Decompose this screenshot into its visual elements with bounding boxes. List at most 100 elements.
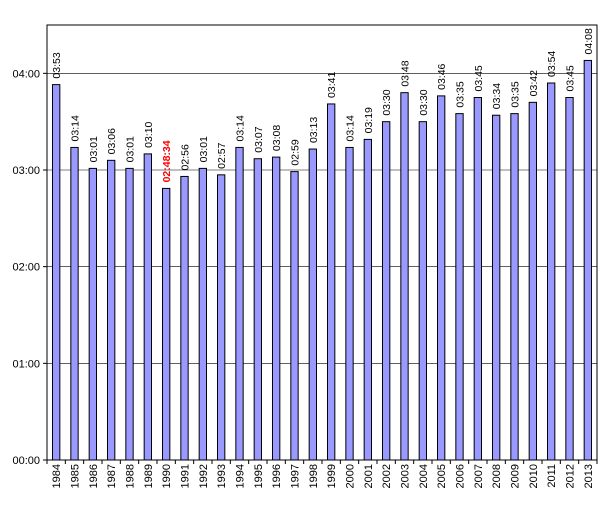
data-label-2008: 03:34 (491, 83, 503, 109)
axes (43, 24, 598, 464)
bar-2001 (363, 138, 372, 461)
data-label-1990: 02:48:34 (161, 140, 173, 182)
x-tick-label-2009: 2009 (510, 464, 522, 488)
x-tick-label-1985: 1985 (70, 464, 82, 488)
data-label-2003: 03:48 (400, 60, 412, 86)
x-tick-label-2001: 2001 (363, 464, 375, 488)
data-label-1996: 03:08 (271, 125, 283, 151)
bar-1996 (272, 156, 281, 461)
data-label-2012: 03:45 (565, 65, 577, 91)
x-tick-label-1998: 1998 (308, 464, 320, 488)
bar-1992 (198, 167, 208, 461)
x-tick-label-1989: 1989 (143, 464, 155, 488)
data-label-1995: 03:07 (253, 126, 265, 152)
x-tick-label-1987: 1987 (106, 464, 118, 488)
data-labels: 03:53 03:14 03:01 03:06 03:01 03:10 02:48:34 02… (51, 28, 595, 182)
data-label-1998: 03:13 (308, 117, 320, 143)
x-tick-label-2003: 2003 (400, 464, 412, 488)
bar-2011 (547, 82, 556, 461)
y-tick-labels: 00:00 01:00 02:00 03:00 04:00 (12, 68, 40, 467)
data-label-1989: 03:10 (143, 121, 155, 147)
data-label-2001: 03:19 (363, 107, 375, 133)
data-label-1986: 03:01 (88, 136, 100, 162)
bar-2007 (473, 97, 482, 461)
x-tick-label-2011: 2011 (546, 464, 558, 488)
data-label-1993: 02:57 (216, 142, 228, 168)
data-label-2004: 03:30 (418, 89, 430, 115)
x-tick-label-2005: 2005 (436, 464, 448, 488)
y-tick-label: 00:00 (12, 455, 40, 467)
data-label-2007: 03:45 (473, 65, 485, 91)
bar-1990 (162, 187, 171, 461)
x-tick-label-2008: 2008 (491, 464, 503, 488)
x-tick-label-2013: 2013 (583, 464, 595, 488)
x-tick-label-2000: 2000 (345, 464, 357, 488)
bar-1987 (107, 159, 116, 461)
data-label-2011: 03:54 (546, 51, 558, 77)
y-tick-label: 03:00 (12, 165, 40, 177)
x-tick-label-1994: 1994 (235, 464, 247, 488)
x-tick-label-2006: 2006 (455, 464, 467, 488)
bar-2006 (455, 113, 464, 461)
bar-1993 (217, 174, 226, 461)
x-tick-label-1993: 1993 (216, 464, 228, 488)
x-tick-label-1984: 1984 (51, 464, 63, 488)
y-tick-label: 04:00 (12, 68, 40, 80)
x-tick-label-1991: 1991 (180, 464, 192, 488)
bar-1995 (253, 158, 263, 461)
bar-2002 (382, 121, 391, 461)
bar-1991 (180, 175, 189, 461)
data-label-1992: 03:01 (198, 136, 210, 162)
bars (52, 59, 593, 461)
data-label-2010: 03:42 (528, 70, 540, 96)
bar-1998 (308, 148, 317, 461)
data-label-2006: 03:35 (455, 81, 467, 107)
bar-1985 (70, 146, 79, 461)
bar-1994 (235, 146, 244, 461)
bar-2010 (528, 101, 538, 461)
x-tick-label-2010: 2010 (528, 464, 540, 488)
bar-2005 (437, 95, 446, 461)
bar-2012 (565, 97, 574, 461)
bar-1986 (88, 167, 97, 461)
x-tick-label-1995: 1995 (253, 464, 265, 488)
x-tick-label-1999: 1999 (326, 464, 338, 488)
x-tick-label-2012: 2012 (565, 464, 577, 488)
y-tick-label: 01:00 (12, 358, 40, 370)
y-tick-label: 02:00 (12, 262, 40, 274)
x-tick-label-2004: 2004 (418, 464, 430, 488)
bar-1997 (290, 171, 299, 461)
data-label-1988: 03:01 (125, 136, 137, 162)
data-label-1985: 03:14 (70, 115, 82, 141)
bar-1984 (52, 84, 61, 461)
x-tick-label-1988: 1988 (125, 464, 137, 488)
x-tick-label-1996: 1996 (271, 464, 283, 488)
data-label-2013: 04:08 (583, 28, 595, 54)
data-label-1999: 03:41 (326, 72, 338, 98)
x-tick-label-1986: 1986 (88, 464, 100, 488)
x-tick-label-1990: 1990 (161, 464, 173, 488)
bar-2004 (418, 121, 427, 461)
data-label-1991: 02:56 (180, 144, 192, 170)
x-tick-label-1997: 1997 (290, 464, 302, 488)
data-label-1994: 03:14 (235, 115, 247, 141)
data-label-1997: 02:59 (290, 139, 302, 165)
x-tick-label-1992: 1992 (198, 464, 210, 488)
x-tick-label-2007: 2007 (473, 464, 485, 488)
data-label-2005: 03:46 (436, 63, 448, 89)
x-tick-labels: 1984 1985 1986 1987 1988 1989 1990 1991 1992 1993… (51, 464, 595, 488)
gridlines (47, 73, 597, 364)
data-label-2002: 03:30 (381, 89, 393, 115)
bar-2009 (510, 113, 519, 461)
bar-2013 (583, 59, 593, 461)
bar-2008 (492, 114, 501, 461)
bar-1999 (327, 103, 336, 461)
bar-2000 (345, 146, 354, 461)
data-label-2000: 03:14 (345, 115, 357, 141)
bar-1989 (143, 153, 153, 461)
bar-2003 (400, 92, 409, 461)
x-tick-label-2002: 2002 (381, 464, 393, 488)
bar-1988 (125, 167, 134, 461)
data-label-1987: 03:06 (106, 128, 118, 154)
